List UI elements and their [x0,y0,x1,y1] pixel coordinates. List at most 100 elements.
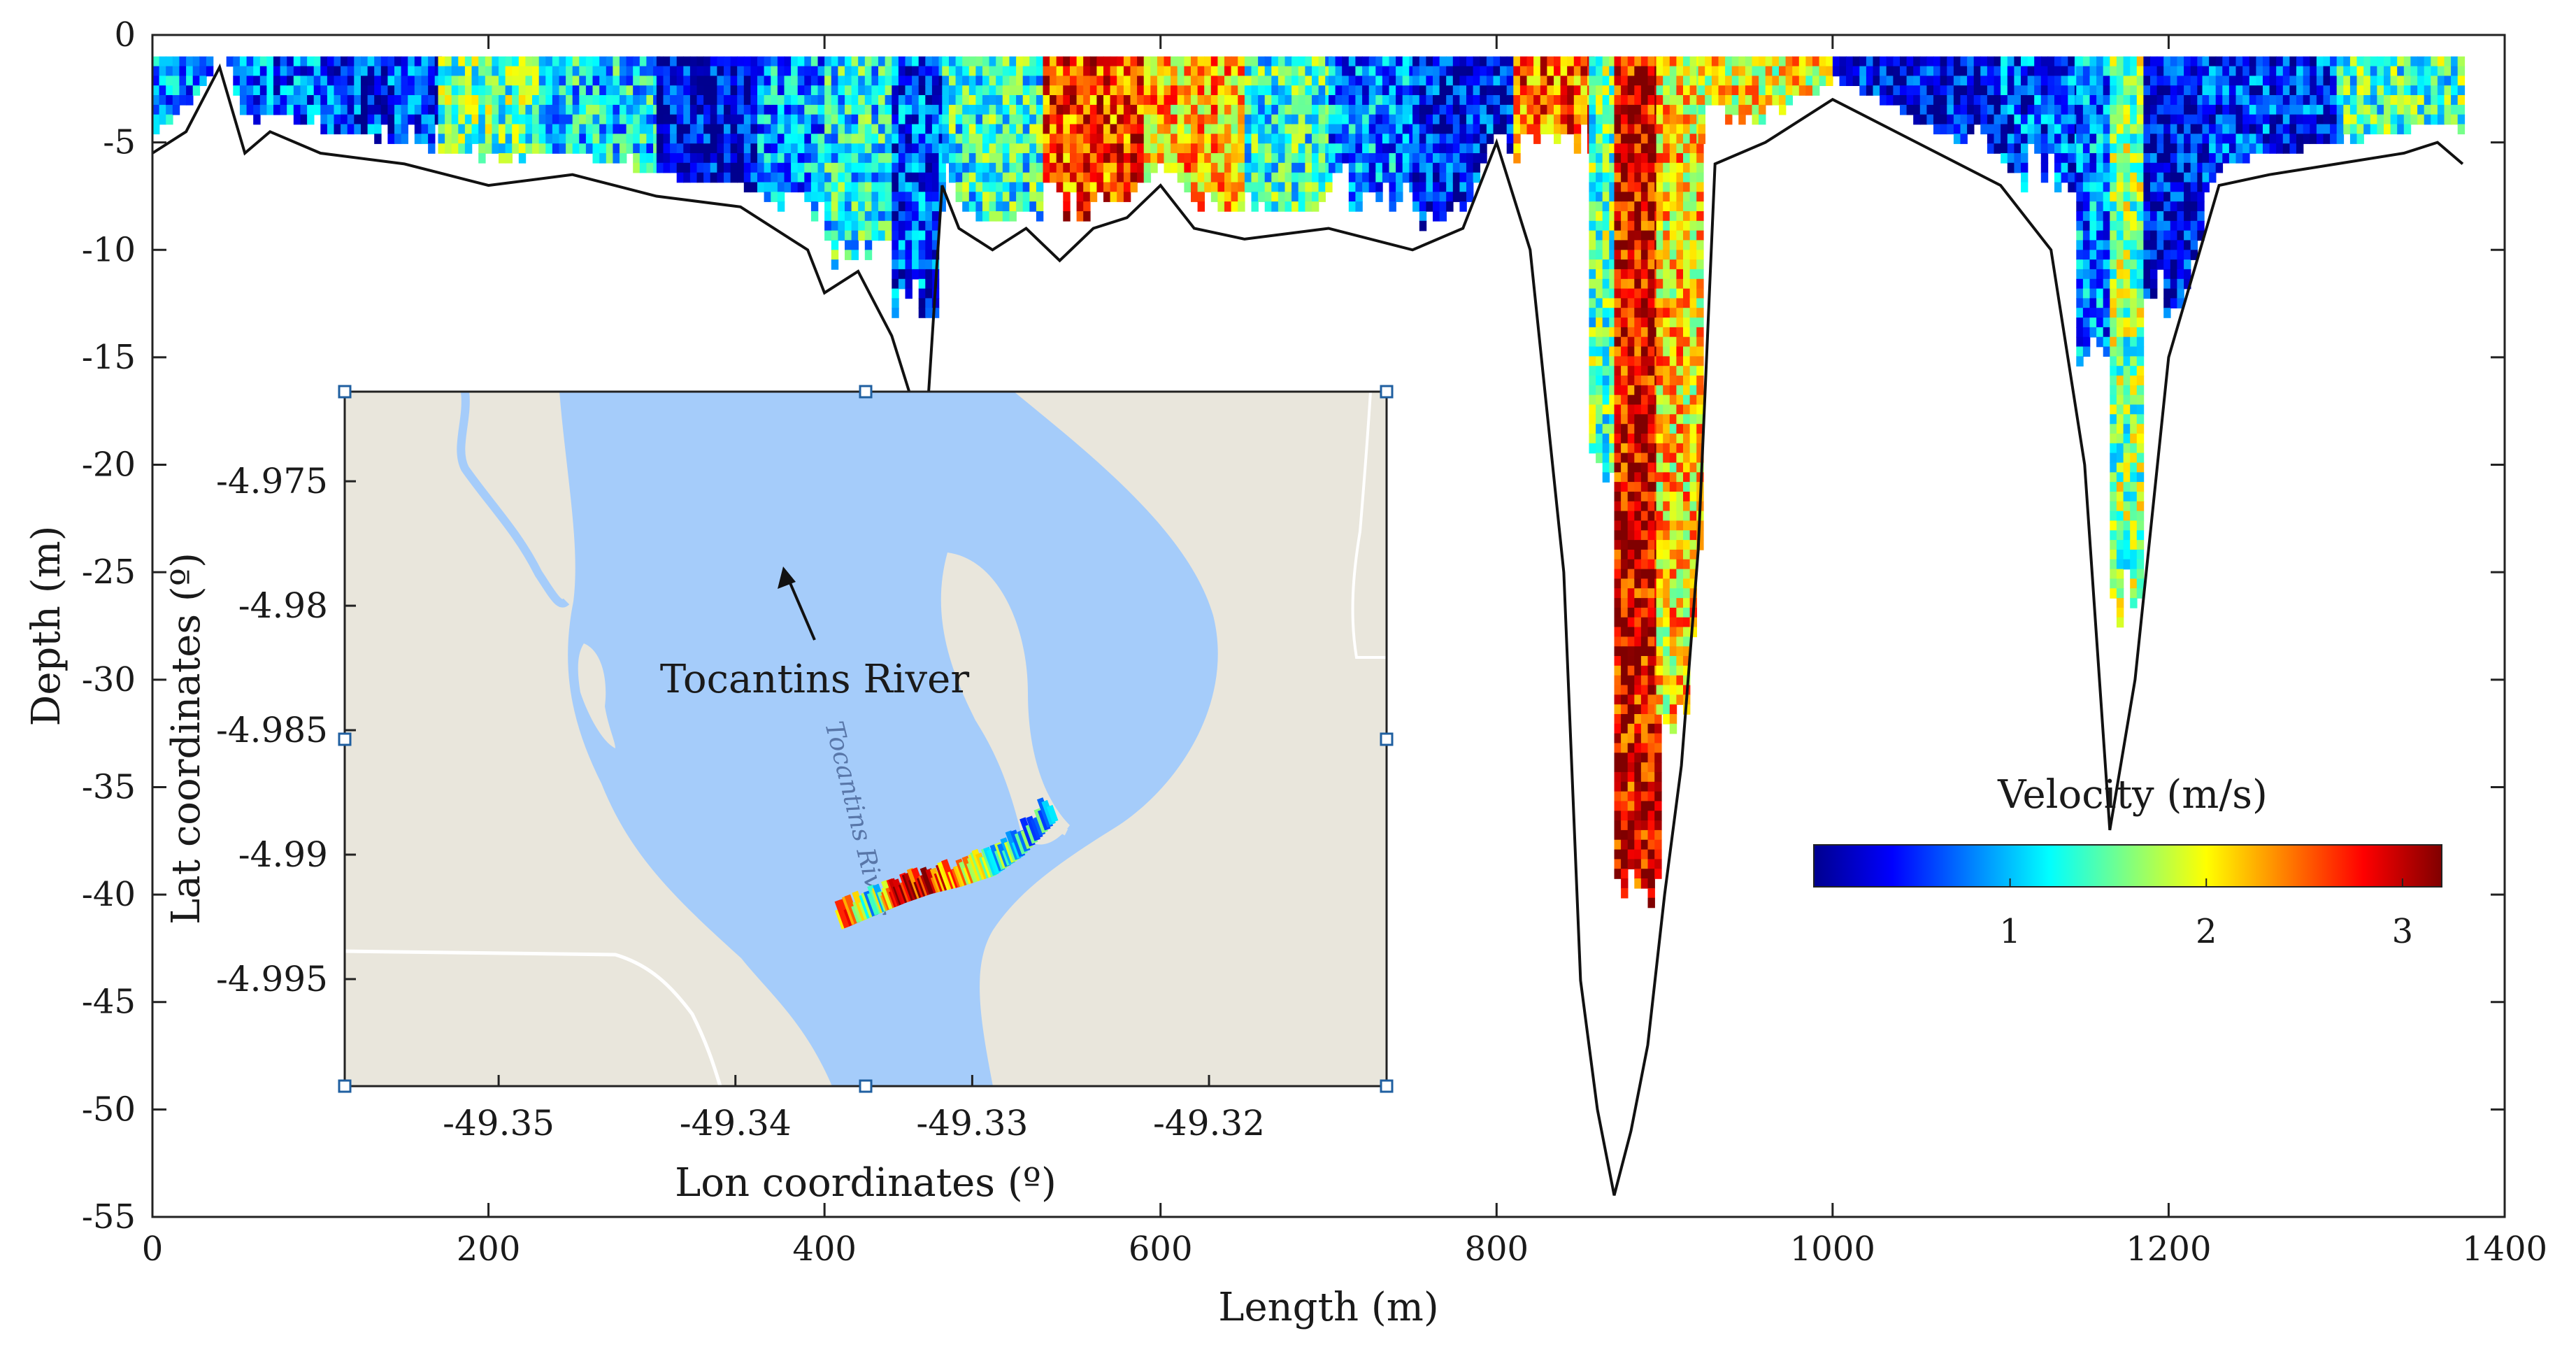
velocity-cell [354,66,362,77]
velocity-cell [892,66,899,77]
velocity-cell [1500,76,1508,86]
velocity-cell [810,143,819,154]
velocity-cell [824,143,832,154]
velocity-cell [1210,162,1219,173]
velocity-cell [2021,95,2028,106]
velocity-cell [1906,95,1914,106]
velocity-cell [1640,665,1649,676]
velocity-cell [838,134,845,144]
velocity-cell [1070,172,1078,183]
velocity-cell [2054,76,2062,86]
velocity-cell [1191,104,1198,115]
velocity-cell [1689,366,1697,376]
velocity-cell [1621,376,1629,386]
velocity-cell [518,66,527,77]
velocity-cell [925,153,933,164]
velocity-cell [676,134,685,144]
velocity-cell [428,104,436,115]
velocity-cell [2116,434,2124,444]
velocity-cell [2130,76,2138,86]
velocity-cell [1627,598,1636,608]
velocity-cell [1621,66,1629,77]
velocity-cell [552,56,560,67]
velocity-cell [1647,578,1655,589]
velocity-cell [1143,124,1152,135]
velocity-cell [414,76,422,86]
velocity-cell [968,104,977,115]
velocity-cell [2143,76,2151,86]
velocity-cell [592,56,600,67]
velocity-cell [1634,327,1642,338]
velocity-cell [737,66,745,77]
velocity-cell [445,56,452,67]
velocity-cell [1926,104,1934,115]
velocity-cell [1663,530,1670,541]
velocity-cell [1589,356,1596,366]
velocity-cell [2082,114,2091,125]
velocity-cell [1029,76,1037,86]
velocity-cell [1137,153,1145,164]
velocity-cell [824,182,832,193]
velocity-cell [1396,153,1403,164]
velocity-cell [2184,134,2191,144]
velocity-cell [2076,298,2084,308]
velocity-cell [1500,66,1508,77]
velocity-cell [1103,172,1111,183]
velocity-cell [2054,143,2062,154]
velocity-cell [962,76,970,86]
velocity-cell [1022,143,1031,154]
velocity-cell [2054,85,2062,96]
velocity-cell [2103,201,2111,212]
velocity-cell [1919,66,1928,77]
velocity-cell [858,56,866,67]
velocity-cell [912,95,920,106]
velocity-cell [1634,492,1642,502]
velocity-cell [1683,665,1691,676]
velocity-cell [1933,85,1941,96]
velocity-cell [663,56,671,67]
velocity-cell [1994,76,2001,86]
velocity-cell [1396,95,1403,106]
velocity-cell [1683,114,1691,125]
velocity-cell [817,192,825,202]
velocity-cell [1589,162,1596,173]
velocity-cell [354,104,362,115]
velocity-cell [1640,530,1649,541]
velocity-cell [1900,85,1908,96]
velocity-cell [1634,201,1642,212]
velocity-cell [1258,192,1266,202]
velocity-cell [1412,124,1420,135]
velocity-cell [1994,85,2001,96]
velocity-cell [1251,76,1259,86]
velocity-cell [1137,172,1145,183]
velocity-cell [898,182,906,193]
velocity-cell [1731,95,1740,106]
velocity-cell [1567,66,1575,77]
velocity-cell [1919,85,1928,96]
velocity-cell [1271,114,1279,125]
velocity-cell [2116,569,2124,580]
velocity-cell [730,85,738,96]
velocity-cell [2076,76,2084,86]
velocity-cell [2136,540,2145,550]
velocity-cell [1362,104,1370,115]
velocity-cell [380,66,389,77]
velocity-cell [1614,646,1622,657]
velocity-cell [1029,201,1037,212]
velocity-cell [1355,172,1363,183]
velocity-cell [1500,114,1508,125]
velocity-cell [559,143,566,154]
velocity-cell [2007,162,2015,173]
velocity-cell [280,56,287,67]
velocity-cell [1580,76,1588,86]
velocity-cell [1627,694,1636,705]
velocity-cell [599,114,607,125]
velocity-cell [824,114,832,125]
velocity-cell [566,114,573,125]
velocity-cell [777,85,785,96]
velocity-cell [1627,540,1636,550]
velocity-cell [1157,76,1165,86]
velocity-cell [2136,394,2145,406]
velocity-cell [1609,162,1617,173]
velocity-cell [380,95,389,106]
